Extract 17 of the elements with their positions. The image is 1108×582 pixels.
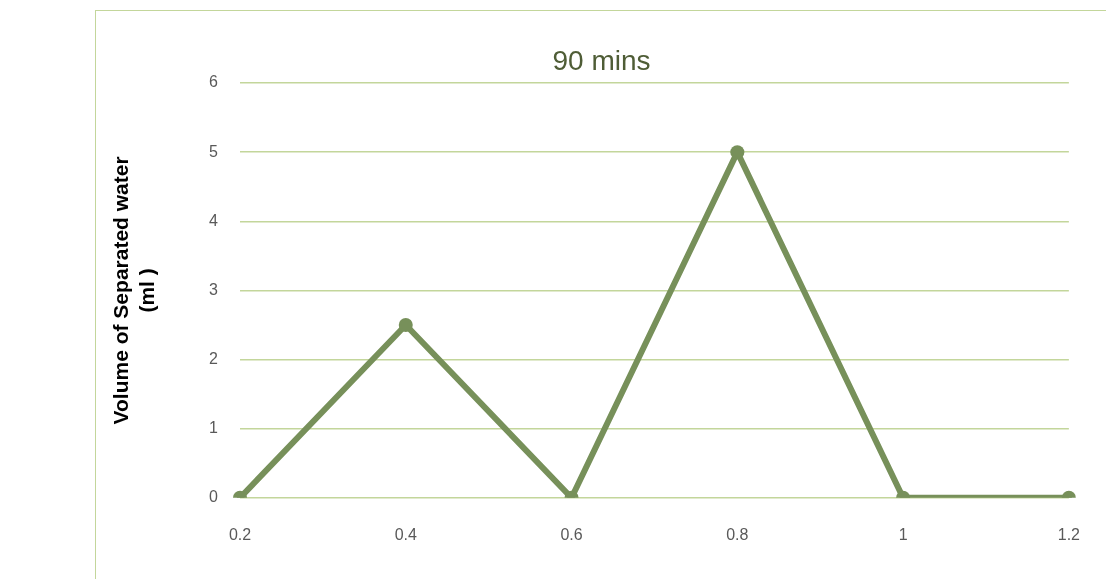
x-tick-label: 0.4 — [394, 525, 417, 543]
y-tick-label: 2 — [209, 349, 219, 367]
chart-title: 90 mins — [552, 44, 651, 76]
y-axis-title: Volume of Separated water (ml ) — [109, 156, 158, 425]
point — [398, 317, 413, 332]
y-tick-label: 1 — [209, 419, 219, 437]
y-tick-label: 5 — [209, 142, 219, 160]
y-tick-label: 4 — [209, 211, 219, 229]
y-tick-label: 6 — [209, 73, 219, 91]
x-tick-label: 0.6 — [560, 525, 583, 543]
y-tick-label: 3 — [209, 280, 219, 298]
x-tick-label: 0.2 — [228, 525, 252, 543]
x-tick-label: 1 — [898, 525, 908, 543]
x-tick-label: 1.2 — [1057, 525, 1081, 543]
x-tick-label: 0.8 — [726, 525, 749, 543]
y-tick-label: 0 — [209, 488, 219, 506]
point — [730, 145, 745, 160]
